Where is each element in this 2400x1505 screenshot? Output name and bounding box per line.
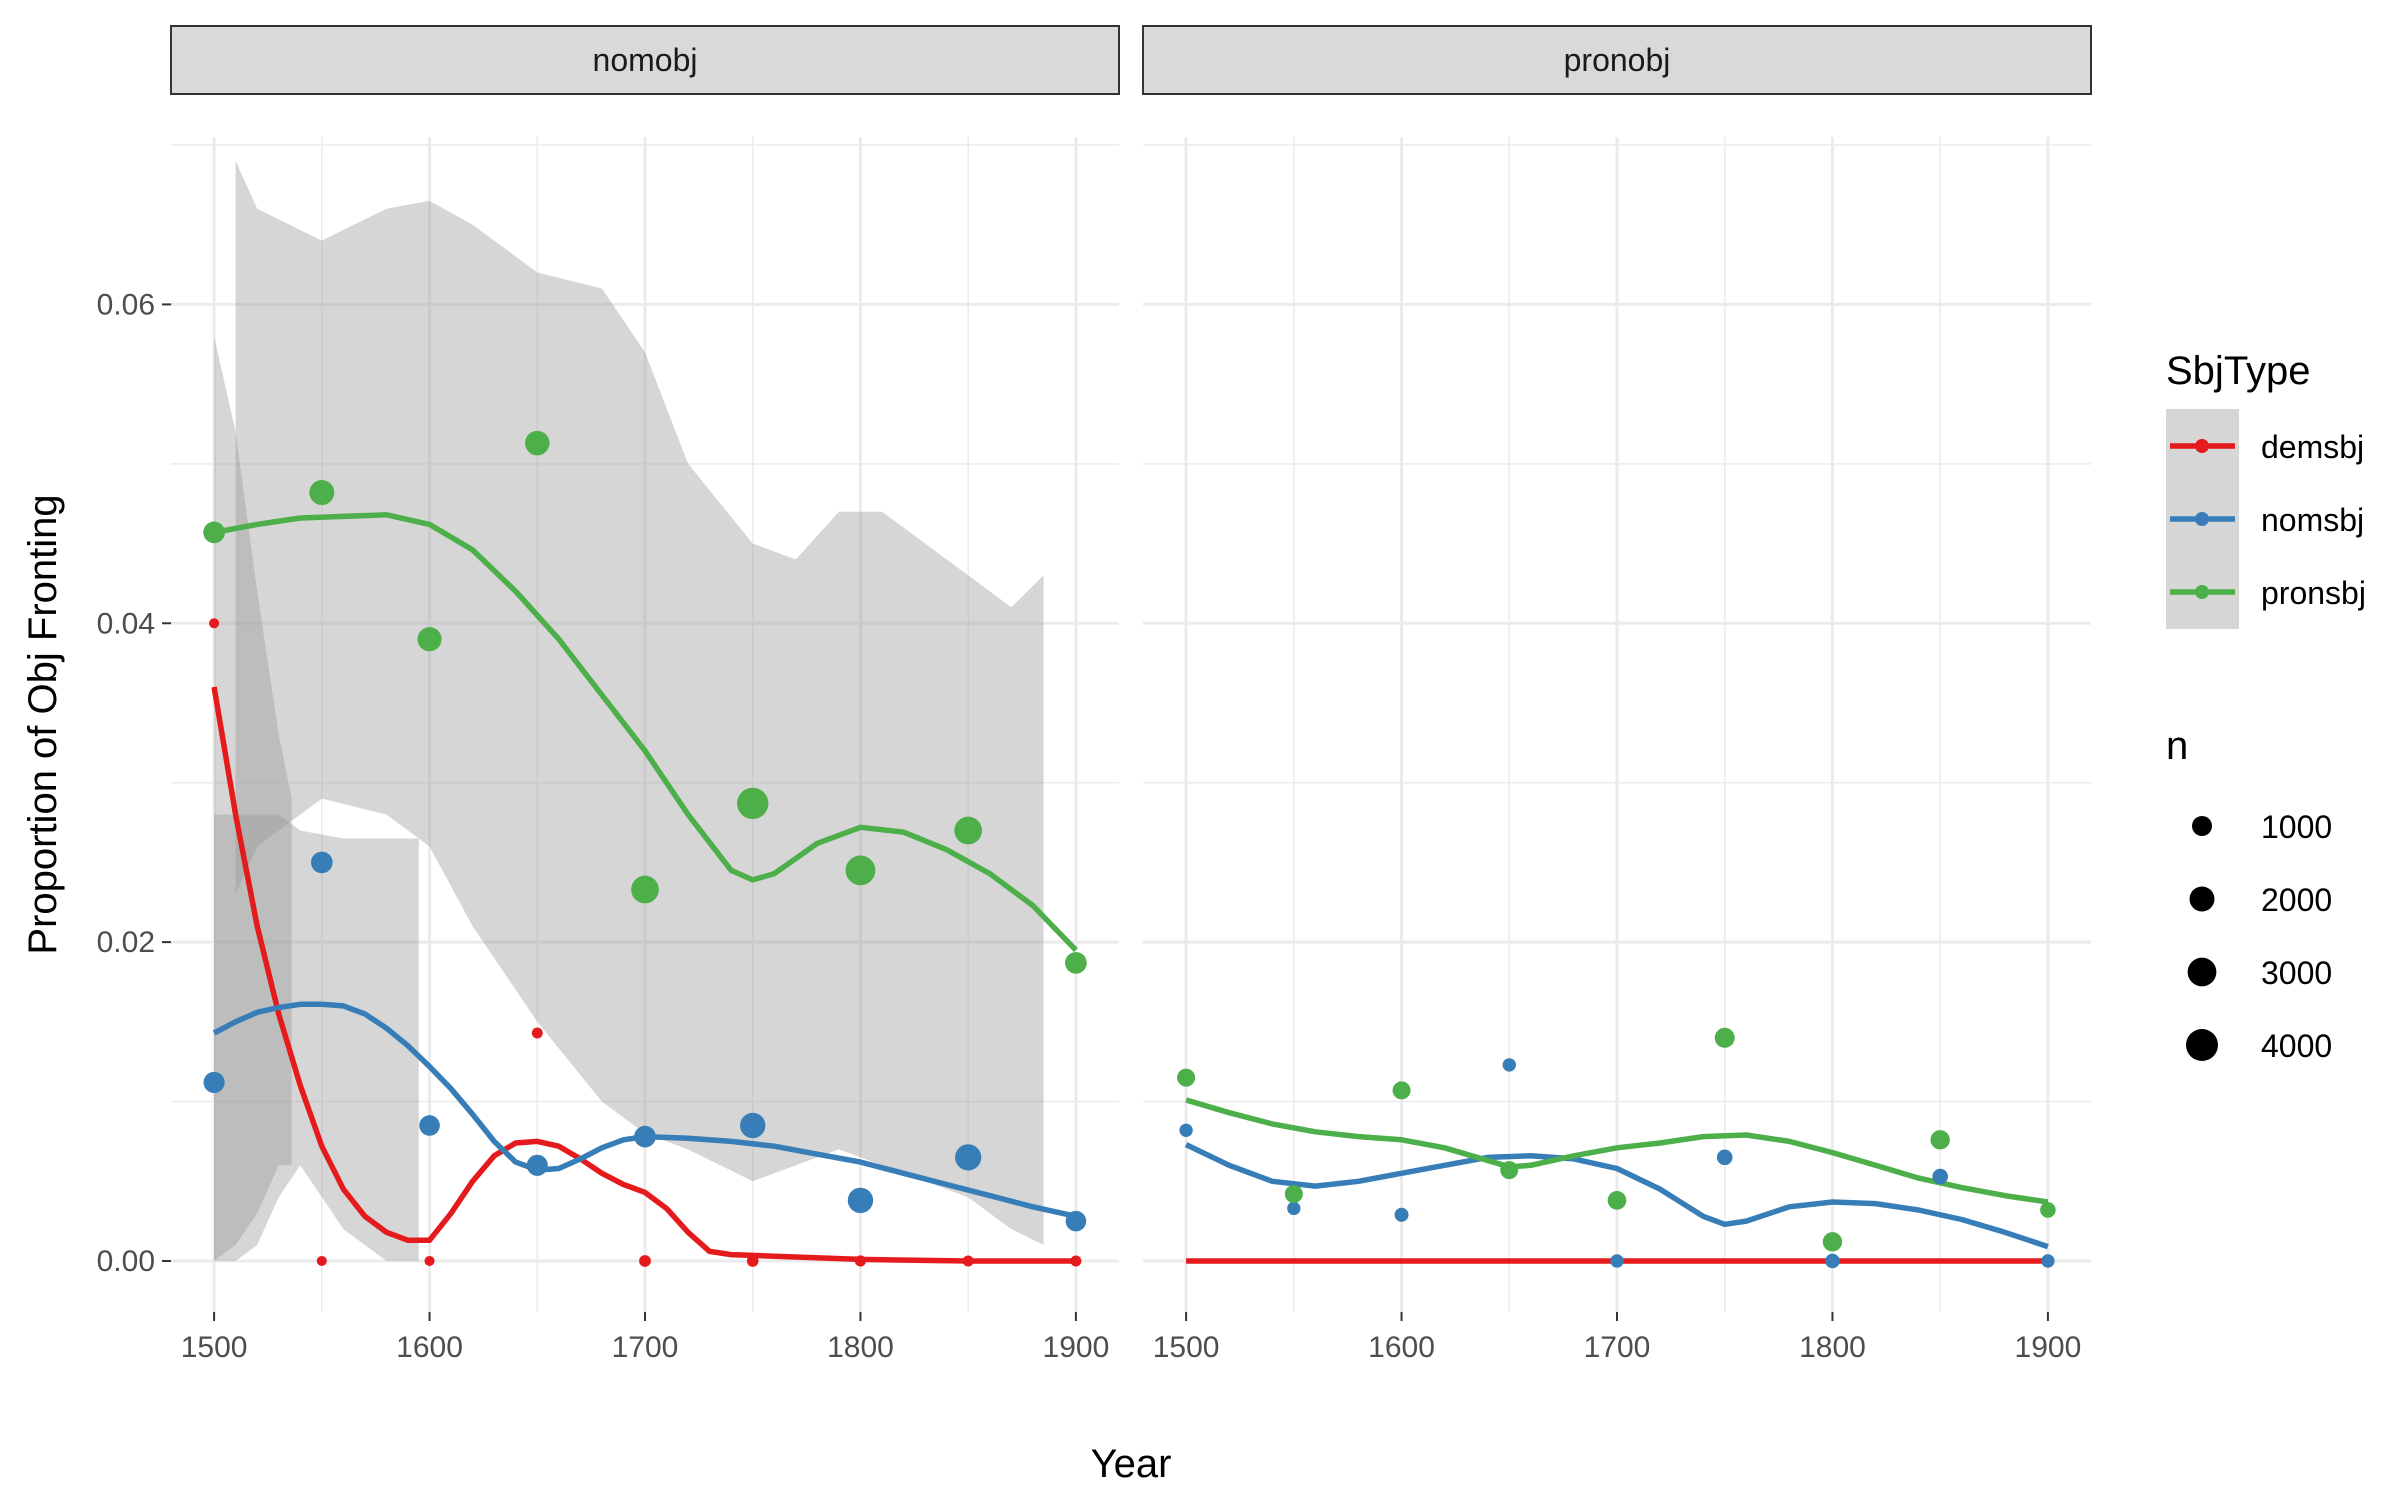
y-tick-label: 0.02 bbox=[97, 926, 155, 959]
data-point-pronsbj bbox=[525, 430, 550, 456]
data-point-nomsbj bbox=[634, 1125, 656, 1148]
data-point-nomsbj bbox=[1716, 1149, 1733, 1166]
smooth-line-pronsbj bbox=[1185, 1097, 2049, 1205]
legend-size-label: 1000 bbox=[2261, 809, 2332, 845]
data-point-nomsbj bbox=[1065, 1210, 1087, 1232]
y-axis-title: Proportion of Obj Fronting bbox=[21, 494, 65, 954]
data-point-demsbj bbox=[424, 1255, 435, 1267]
data-point-nomsbj bbox=[955, 1144, 982, 1171]
data-point-demsbj bbox=[639, 1255, 651, 1267]
data-point-pronsbj bbox=[417, 627, 442, 652]
data-point-nomsbj bbox=[1610, 1254, 1624, 1268]
x-tick-label: 1900 bbox=[1043, 1331, 1110, 1364]
data-point-demsbj bbox=[854, 1255, 867, 1267]
data-point-nomsbj bbox=[2041, 1254, 2055, 1268]
data-point-pronsbj bbox=[1392, 1081, 1411, 1100]
data-point-pronsbj bbox=[1822, 1232, 1843, 1252]
data-point-pronsbj bbox=[1500, 1161, 1519, 1180]
data-point-nomsbj bbox=[310, 851, 333, 874]
smooth-line-nomsbj bbox=[1184, 1142, 2049, 1250]
smooth-line-pronsbj bbox=[213, 512, 1078, 953]
data-point-pronsbj bbox=[1607, 1191, 1627, 1210]
data-point-nomsbj bbox=[1287, 1201, 1301, 1216]
legend-key-point-nomsbj bbox=[2195, 512, 2209, 526]
smooth-line-demsbj bbox=[211, 686, 1076, 1264]
legend-size-point bbox=[2189, 886, 2215, 912]
data-point-nomsbj bbox=[203, 1071, 225, 1093]
data-point-pronsbj bbox=[954, 816, 983, 845]
data-point-pronsbj bbox=[1177, 1068, 1196, 1087]
facet-strip-label: nomobj bbox=[593, 42, 698, 78]
data-point-pronsbj bbox=[631, 875, 659, 904]
confidence-ribbon-demsbj bbox=[214, 336, 292, 1261]
data-point-pronsbj bbox=[1930, 1130, 1950, 1150]
confidence-ribbon-pronsbj bbox=[235, 160, 1044, 1245]
legend-size-point bbox=[2187, 957, 2217, 987]
x-tick-label: 1800 bbox=[1799, 1331, 1866, 1364]
facet-strip bbox=[1142, 25, 2092, 95]
data-point-pronsbj bbox=[1714, 1027, 1735, 1048]
y-tick-label: 0.06 bbox=[97, 288, 155, 321]
legend-size-point bbox=[2192, 816, 2212, 836]
confidence-ribbon-nomsbj bbox=[214, 814, 419, 1261]
x-tick-label: 1600 bbox=[396, 1331, 463, 1364]
legend-size-label: 4000 bbox=[2261, 1028, 2332, 1064]
data-point-pronsbj bbox=[845, 855, 876, 886]
legend-key-point-demsbj bbox=[2195, 439, 2209, 453]
legend-title-size: n bbox=[2166, 724, 2188, 768]
facet-strip bbox=[170, 25, 1120, 95]
data-point-demsbj bbox=[209, 618, 220, 629]
legend-title-color: SbjType bbox=[2166, 349, 2311, 393]
legend-label-demsbj: demsbj bbox=[2261, 429, 2364, 465]
x-tick-label: 1700 bbox=[612, 1331, 679, 1364]
data-point-nomsbj bbox=[740, 1112, 766, 1139]
data-point-demsbj bbox=[316, 1255, 327, 1267]
legend-size-point bbox=[2186, 1029, 2218, 1061]
data-point-nomsbj bbox=[419, 1115, 440, 1136]
data-point-nomsbj bbox=[526, 1154, 548, 1176]
data-point-nomsbj bbox=[1932, 1168, 1948, 1185]
data-point-pronsbj bbox=[1284, 1185, 1303, 1204]
data-point-demsbj bbox=[962, 1255, 974, 1267]
data-point-pronsbj bbox=[737, 787, 769, 820]
y-tick-label: 0.00 bbox=[97, 1245, 155, 1278]
data-point-pronsbj bbox=[309, 480, 335, 506]
data-point-nomsbj bbox=[1179, 1123, 1193, 1137]
data-point-nomsbj bbox=[1825, 1253, 1840, 1269]
x-tick-label: 1900 bbox=[2015, 1331, 2082, 1364]
x-tick-label: 1800 bbox=[827, 1331, 894, 1364]
data-point-demsbj bbox=[746, 1255, 759, 1267]
x-tick-label: 1600 bbox=[1368, 1331, 1435, 1364]
facet-strip-label: pronobj bbox=[1564, 42, 1671, 78]
legend-label-nomsbj: nomsbj bbox=[2261, 502, 2364, 538]
data-point-pronsbj bbox=[1065, 952, 1087, 974]
x-tick-label: 1500 bbox=[1153, 1331, 1220, 1364]
y-tick-label: 0.04 bbox=[97, 607, 155, 640]
x-axis-title: Year bbox=[1091, 1442, 1172, 1486]
data-point-nomsbj bbox=[1502, 1058, 1516, 1072]
data-point-nomsbj bbox=[847, 1187, 874, 1214]
data-point-pronsbj bbox=[2040, 1202, 2056, 1218]
x-tick-label: 1700 bbox=[1584, 1331, 1651, 1364]
data-point-demsbj bbox=[1070, 1255, 1082, 1267]
x-tick-label: 1500 bbox=[181, 1331, 248, 1364]
data-point-pronsbj bbox=[203, 521, 225, 544]
legend-key-point-pronsbj bbox=[2195, 585, 2209, 599]
data-point-nomsbj bbox=[1394, 1207, 1409, 1222]
legend-size-label: 3000 bbox=[2261, 955, 2332, 991]
legend-size-label: 2000 bbox=[2261, 882, 2332, 918]
legend-label-pronsbj: pronsbj bbox=[2261, 575, 2366, 611]
data-point-demsbj bbox=[531, 1027, 543, 1039]
